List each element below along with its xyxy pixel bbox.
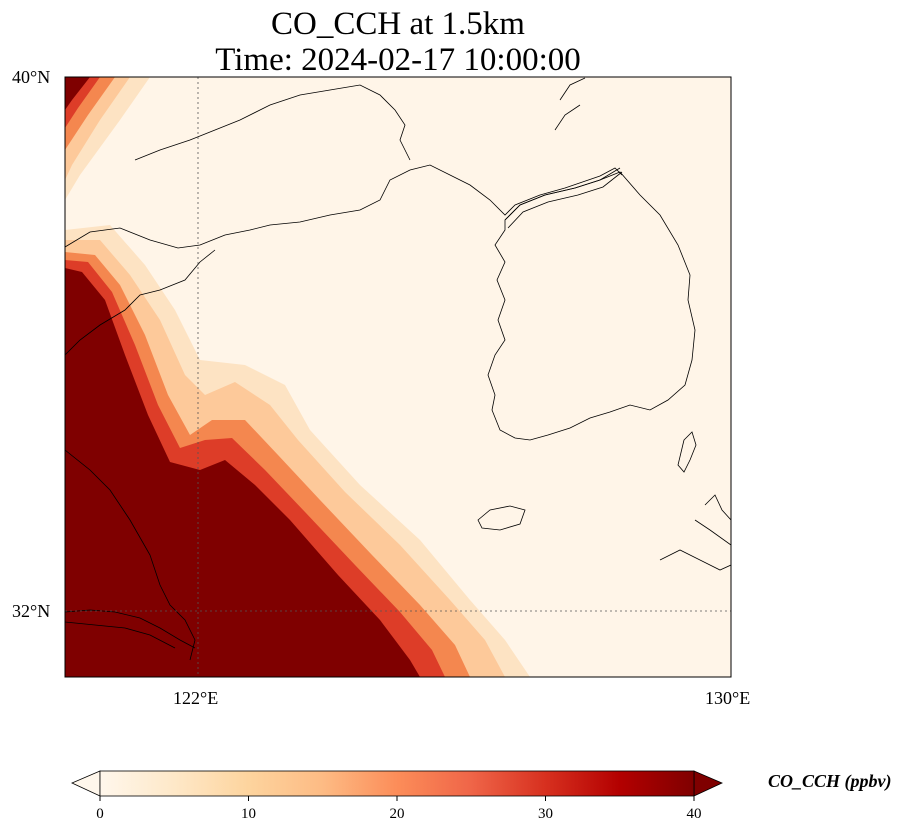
colorbar-gradient bbox=[99, 770, 695, 797]
map-panel bbox=[65, 77, 731, 677]
coastline-shandong bbox=[65, 249, 216, 356]
coastline-china-north bbox=[65, 164, 623, 249]
colorbar-tick-label: 30 bbox=[538, 806, 553, 822]
concentration-core bbox=[65, 268, 420, 677]
colorbar-extend-low bbox=[71, 770, 101, 797]
plot-title-line2: Time: 2024-02-17 10:00:00 bbox=[215, 42, 581, 78]
coastline-bohai bbox=[134, 84, 411, 161]
lat-tick-label: 32°N bbox=[12, 601, 51, 621]
colorbar-tick-label: 40 bbox=[686, 806, 702, 822]
colorbar-title: CO_CCH (ppbv) bbox=[768, 771, 892, 791]
map-frame bbox=[64, 76, 732, 678]
river-yangtze bbox=[65, 609, 196, 649]
concentration-core bbox=[65, 77, 90, 110]
colorbar-tick-label: 0 bbox=[96, 806, 104, 822]
river-yangtze bbox=[65, 621, 176, 649]
coastline-korea bbox=[487, 171, 696, 441]
lon-tick-label: 122°E bbox=[173, 688, 219, 708]
lat-tick-label: 40°N bbox=[12, 67, 51, 87]
lon-tick-label: 130°E bbox=[705, 688, 751, 708]
coastline-kyushu bbox=[659, 494, 731, 571]
coastline-north bbox=[554, 77, 586, 131]
plot-title-line1: CO_CCH at 1.5km bbox=[271, 6, 525, 42]
colorbar-extend-high bbox=[693, 770, 723, 797]
island-jeju bbox=[477, 505, 526, 531]
colorbar-tick-label: 20 bbox=[389, 806, 405, 822]
colorbar-tick-label: 10 bbox=[241, 806, 256, 822]
border-line bbox=[504, 167, 623, 229]
island-tsushima bbox=[677, 431, 697, 473]
coastline-jiangsu bbox=[65, 449, 196, 661]
